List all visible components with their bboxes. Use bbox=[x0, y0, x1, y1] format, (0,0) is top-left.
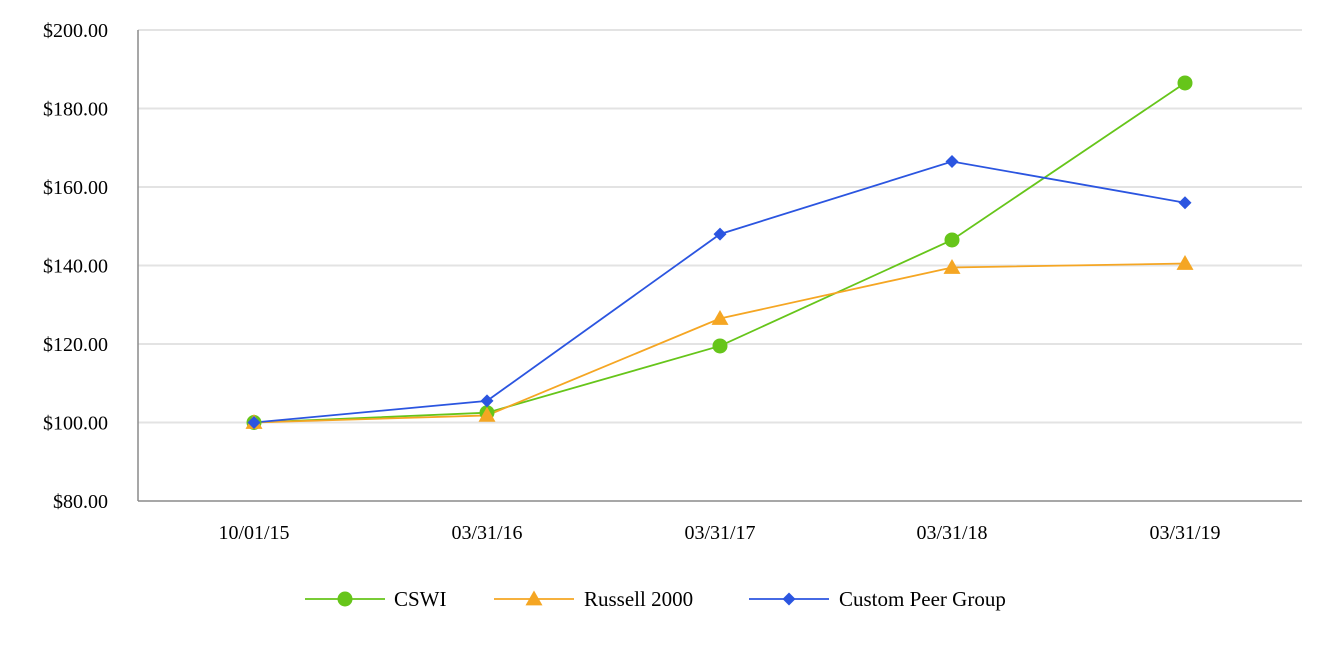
x-axis-ticks: 10/01/15 03/31/16 03/31/17 03/31/18 03/31/19 bbox=[218, 522, 1220, 544]
legend-item-cswi: CSWI bbox=[305, 587, 447, 611]
y-tick-label: $200.00 bbox=[43, 20, 108, 42]
series-line-cswi bbox=[253, 82, 1186, 424]
x-tick-label: 03/31/17 bbox=[684, 522, 755, 544]
data-point-russell-2000 bbox=[711, 309, 729, 325]
data-point-cswi bbox=[944, 232, 960, 248]
x-tick-label: 03/31/19 bbox=[1149, 522, 1220, 544]
series-line-custom-peer-group bbox=[253, 160, 1186, 424]
data-point-custom-peer-group bbox=[713, 227, 727, 241]
legend: CSWI Russell 2000 Custom Peer Group bbox=[305, 587, 1006, 611]
y-tick-label: $160.00 bbox=[43, 177, 108, 199]
y-tick-label: $180.00 bbox=[43, 99, 108, 121]
grid-lines bbox=[138, 29, 1302, 424]
y-tick-label: $140.00 bbox=[43, 256, 108, 278]
data-point-custom-peer-group bbox=[1178, 196, 1192, 210]
series-lines bbox=[253, 82, 1186, 424]
data-point-russell-2000 bbox=[1176, 255, 1194, 270]
legend-marker bbox=[525, 590, 543, 606]
y-axis-ticks: $80.00 $100.00 $120.00 $140.00 $160.00 $180.0… bbox=[43, 20, 108, 513]
legend-label: Russell 2000 bbox=[584, 587, 693, 611]
legend-marker bbox=[337, 591, 353, 607]
data-point-cswi bbox=[712, 338, 728, 354]
y-tick-label: $120.00 bbox=[43, 334, 108, 356]
data-point-custom-peer-group bbox=[480, 394, 494, 408]
legend-label: CSWI bbox=[394, 587, 447, 611]
series-markers bbox=[245, 75, 1194, 430]
data-point-custom-peer-group bbox=[247, 416, 261, 429]
x-tick-label: 03/31/16 bbox=[451, 522, 522, 544]
x-tick-label: 10/01/15 bbox=[218, 522, 289, 544]
data-point-russell-2000 bbox=[478, 406, 496, 422]
data-point-cswi bbox=[1177, 75, 1193, 91]
legend-marker bbox=[782, 592, 796, 606]
data-point-russell-2000 bbox=[943, 258, 961, 274]
y-tick-label: $100.00 bbox=[43, 413, 108, 435]
legend-label: Custom Peer Group bbox=[839, 587, 1006, 611]
legend-item-russell-2000: Russell 2000 bbox=[494, 587, 693, 611]
data-point-custom-peer-group bbox=[945, 154, 959, 168]
legend-item-custom-peer-group: Custom Peer Group bbox=[749, 587, 1006, 611]
axes bbox=[137, 30, 1302, 502]
y-tick-label: $80.00 bbox=[53, 491, 108, 513]
x-tick-label: 03/31/18 bbox=[916, 522, 987, 544]
